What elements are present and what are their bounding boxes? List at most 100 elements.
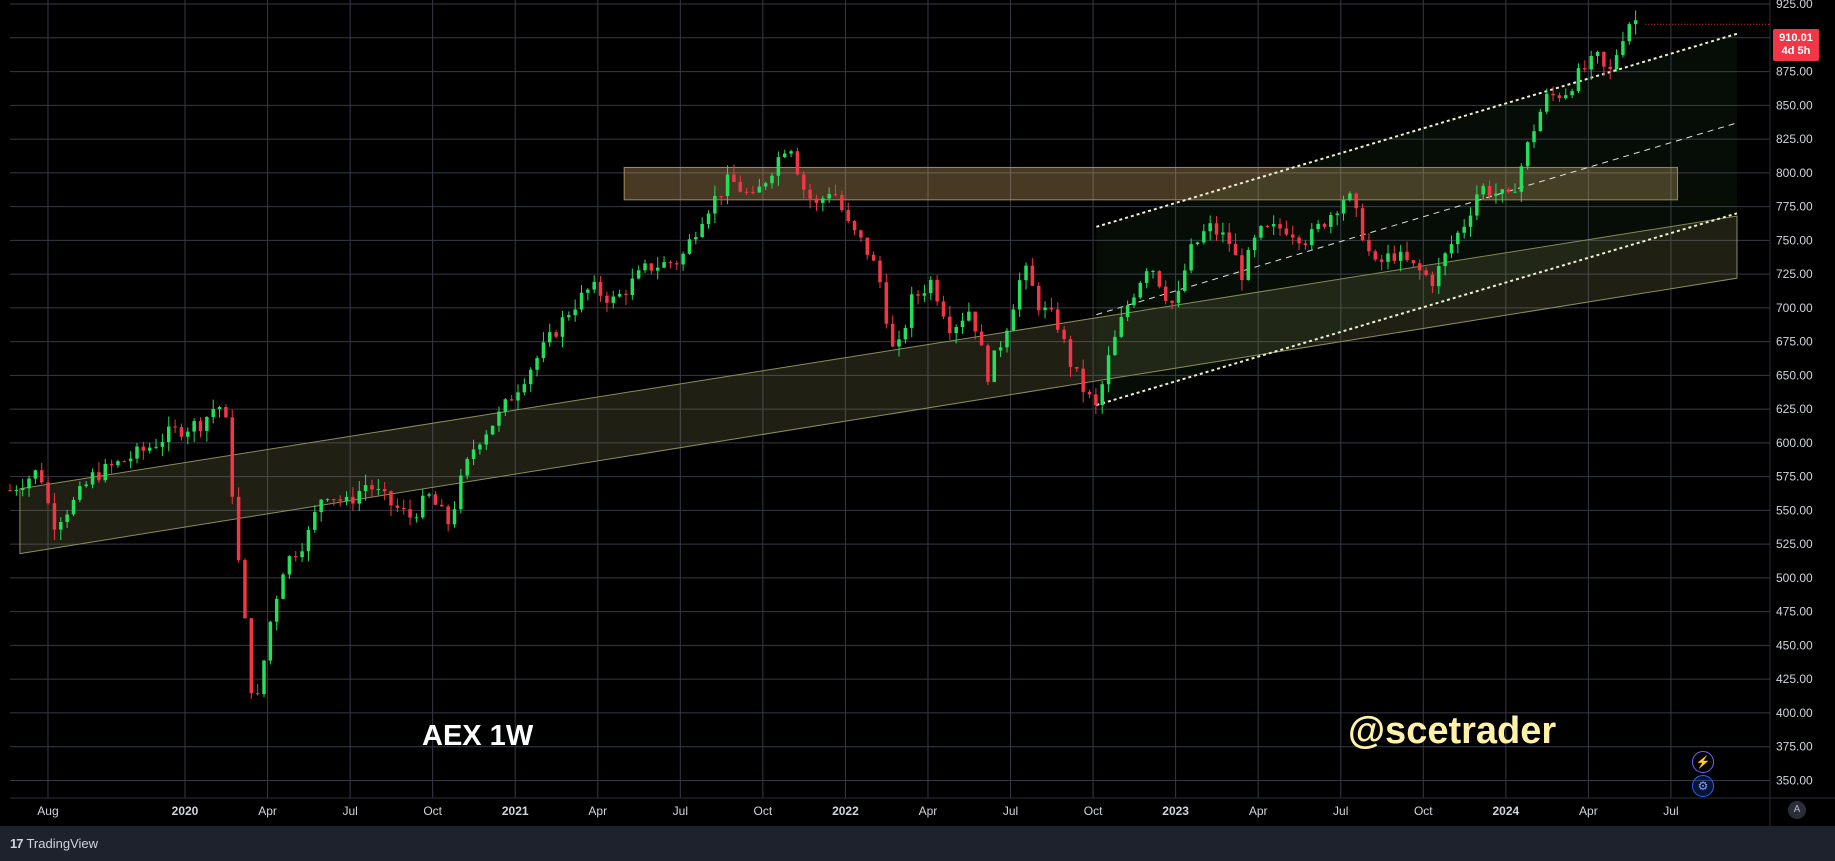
- auto-scale-button[interactable]: A: [1788, 801, 1806, 819]
- candle-body: [490, 425, 495, 435]
- candle-body: [1278, 224, 1282, 229]
- candle-body: [59, 521, 63, 530]
- candle-body: [20, 488, 25, 490]
- candle-body: [1621, 41, 1625, 56]
- candle-body: [662, 262, 666, 268]
- candle-body: [319, 499, 323, 513]
- time-tick-label: 2022: [832, 804, 859, 818]
- candle-body: [611, 296, 616, 303]
- settings-gear-icon[interactable]: ⚙: [1692, 775, 1714, 797]
- tradingview-logo[interactable]: 17 TradingView: [10, 834, 98, 852]
- candle-body: [40, 470, 44, 483]
- candle-body: [1627, 24, 1632, 42]
- time-tick-label: Apr: [919, 804, 938, 818]
- price-tick-label: 375.00: [1776, 740, 1813, 754]
- candle-body: [687, 239, 692, 254]
- candle-body: [471, 449, 476, 459]
- candle-body: [1335, 213, 1339, 215]
- candle-body: [1303, 243, 1308, 246]
- candle-body: [338, 499, 342, 501]
- candle-body: [1087, 391, 1092, 395]
- price-tick-label: 575.00: [1776, 470, 1813, 484]
- candle-body: [33, 470, 38, 479]
- lightning-icon[interactable]: ⚡: [1692, 751, 1714, 773]
- time-tick-label: Jul: [1003, 804, 1018, 818]
- candle-body: [878, 260, 882, 283]
- candle-body: [1487, 185, 1492, 196]
- candle-body: [255, 693, 260, 695]
- price-tick-label: 625.00: [1776, 402, 1813, 416]
- candle-body: [979, 331, 984, 346]
- candle-body: [700, 223, 704, 238]
- price-tick-label: 800.00: [1776, 166, 1813, 180]
- candle-body: [395, 505, 400, 508]
- price-tick-label: 500.00: [1776, 571, 1813, 585]
- time-tick-label: Jul: [1663, 804, 1678, 818]
- candle-body: [1506, 189, 1511, 192]
- candle-body: [916, 294, 920, 296]
- candle-body: [325, 499, 330, 501]
- candle-body: [1240, 255, 1244, 281]
- price-tick-label: 600.00: [1776, 436, 1813, 450]
- candle-body: [1367, 240, 1371, 252]
- candle-body: [1208, 223, 1212, 232]
- price-tick-label: 550.00: [1776, 503, 1813, 517]
- last-price-badge: 910.01 4d 5h: [1773, 29, 1819, 61]
- candle-body: [230, 417, 235, 497]
- candle-body: [1017, 280, 1022, 310]
- candle-body: [1157, 270, 1162, 287]
- author-watermark: @scetrader: [1348, 710, 1557, 752]
- candle-body: [1176, 290, 1181, 303]
- candle-body: [306, 529, 311, 552]
- candle-body: [586, 289, 590, 293]
- candle-body: [186, 431, 190, 437]
- brand-label: TradingView: [26, 835, 99, 851]
- candle-body: [1221, 232, 1225, 235]
- candle-body: [268, 621, 273, 661]
- candle-body: [1081, 368, 1085, 392]
- candle-body: [1633, 20, 1638, 25]
- candle-body: [1411, 260, 1416, 264]
- candle-body: [884, 282, 889, 324]
- candle-body: [211, 409, 215, 418]
- candle-body: [1290, 234, 1295, 238]
- candle-body: [376, 488, 381, 490]
- candle-body: [1322, 223, 1327, 227]
- candle-body: [1265, 226, 1270, 228]
- candle-body: [147, 447, 152, 451]
- candle-body: [1297, 237, 1301, 244]
- candle-body: [840, 195, 844, 211]
- candle-body: [205, 417, 209, 431]
- candle-body: [1437, 266, 1441, 287]
- candle-body: [243, 560, 247, 619]
- up-channel-fill: [1096, 33, 1737, 406]
- candle-body: [459, 475, 463, 510]
- candle-body: [719, 195, 723, 197]
- candle-body: [713, 195, 717, 214]
- candle-body: [890, 323, 895, 347]
- candle-body: [363, 485, 368, 491]
- candle-body: [1024, 265, 1028, 281]
- candle-body: [998, 347, 1003, 351]
- candle-body: [859, 230, 863, 238]
- candle-body: [694, 237, 698, 240]
- price-tick-label: 775.00: [1776, 200, 1813, 214]
- candle-body: [592, 281, 596, 290]
- candle-body: [1519, 166, 1524, 192]
- symbol-title: AEX 1W: [422, 720, 534, 752]
- candle-body: [871, 254, 876, 261]
- price-tick-label: 650.00: [1776, 368, 1813, 382]
- price-tick-label: 925.00: [1776, 0, 1813, 11]
- candle-body: [1462, 226, 1466, 233]
- candle-body: [941, 301, 946, 317]
- candle-body: [71, 499, 76, 515]
- candle-body: [1233, 243, 1238, 256]
- candle-body: [1481, 185, 1485, 195]
- candle-body: [1144, 271, 1149, 283]
- candle-body: [427, 494, 431, 496]
- candle-body: [1456, 232, 1460, 245]
- candle-body: [814, 198, 819, 203]
- candle-body: [808, 189, 812, 199]
- candle-body: [90, 472, 95, 485]
